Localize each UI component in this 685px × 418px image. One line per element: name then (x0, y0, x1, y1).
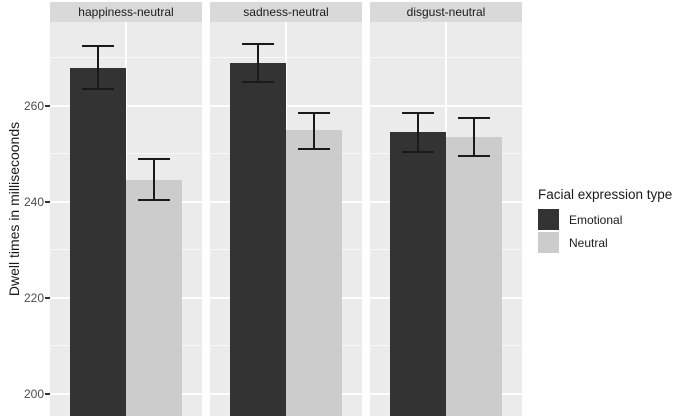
error-bar-cap (137, 157, 170, 160)
error-bar-line (96, 45, 99, 90)
facet-strip-label: sadness-neutral (243, 5, 329, 19)
facet-panel (370, 22, 522, 416)
y-tick-mark (45, 296, 50, 299)
error-bar-line (416, 113, 419, 152)
legend-key-swatch (538, 209, 559, 230)
error-bar-cap (241, 80, 274, 83)
y-tick-label: 220 (23, 290, 44, 305)
legend-key-swatch (538, 232, 559, 253)
facet-strip: disgust-neutral (370, 2, 522, 22)
error-bar-cap (137, 198, 170, 201)
legend-title: Facial expression type (538, 187, 673, 202)
y-tick-label: 240 (23, 194, 44, 209)
legend-item: Neutral (538, 232, 672, 253)
error-bar-cap (241, 42, 274, 45)
bar-neutral (445, 137, 502, 416)
legend: Facial expression type Emotional Neutral (538, 187, 672, 255)
error-bar-cap (401, 150, 434, 153)
y-tick-mark (45, 200, 50, 203)
legend-item: Emotional (538, 209, 672, 230)
facet-strip-label: disgust-neutral (406, 5, 486, 19)
legend-items: Emotional Neutral (538, 209, 672, 253)
facet-strip: sadness-neutral (210, 2, 362, 22)
bar-emotional (229, 62, 286, 416)
facet-panel (210, 22, 362, 416)
y-tick-label: 200 (23, 386, 44, 401)
y-tick-label: 260 (23, 98, 44, 113)
bar-emotional (389, 132, 446, 416)
legend-item-label: Emotional (569, 212, 623, 227)
error-bar-cap (81, 88, 114, 91)
error-bar-cap (457, 116, 490, 119)
facet-strip-label: happiness-neutral (78, 5, 174, 19)
bar-neutral (125, 180, 182, 416)
bar-neutral (285, 129, 342, 416)
error-bar-line (152, 158, 155, 200)
error-bar-line (256, 43, 259, 82)
error-bar-cap (297, 112, 330, 115)
error-bar-cap (457, 155, 490, 158)
facet-panel (50, 22, 202, 416)
error-bar-cap (401, 112, 434, 115)
legend-item-label: Neutral (569, 235, 608, 250)
error-bar-line (312, 113, 315, 150)
bar-emotional (69, 67, 126, 416)
error-bar-cap (297, 148, 330, 151)
y-tick-mark (45, 104, 50, 107)
error-bar-cap (81, 44, 114, 47)
facet-strip: happiness-neutral (50, 2, 202, 22)
y-tick-mark (45, 392, 50, 395)
error-bar-line (472, 117, 475, 157)
y-axis-title: Dwell times in millisecoonds (6, 121, 22, 297)
